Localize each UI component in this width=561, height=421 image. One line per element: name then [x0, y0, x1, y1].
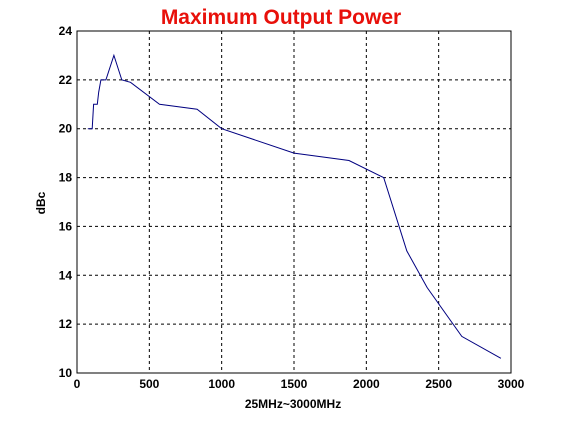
y-tick-label: 24: [59, 24, 73, 38]
x-tick-label: 1500: [281, 377, 308, 391]
y-tick-label: 14: [59, 268, 73, 282]
x-tick-label: 1000: [208, 377, 235, 391]
x-tick-label: 500: [139, 377, 159, 391]
y-tick-label: 22: [59, 73, 73, 87]
y-tick-label: 18: [59, 171, 73, 185]
y-axis-label: dBc: [34, 191, 48, 214]
chart-title: Maximum Output Power: [161, 6, 401, 29]
y-tick-label: 20: [59, 122, 73, 136]
y-tick-label: 16: [59, 219, 73, 233]
grid: [77, 31, 511, 373]
y-tick-label: 10: [59, 366, 73, 380]
y-tick-label: 12: [59, 317, 73, 331]
x-axis: 0 500 1000 1500 2000 2500 3000: [74, 377, 525, 391]
x-tick-label: 2500: [425, 377, 452, 391]
x-axis-label: 25MHz~3000MHz: [245, 397, 341, 411]
y-axis: 10 12 14 16 18 20 22 24: [59, 24, 73, 380]
x-tick-label: 3000: [498, 377, 525, 391]
x-tick-label: 2000: [353, 377, 380, 391]
x-tick-label: 0: [74, 377, 81, 391]
